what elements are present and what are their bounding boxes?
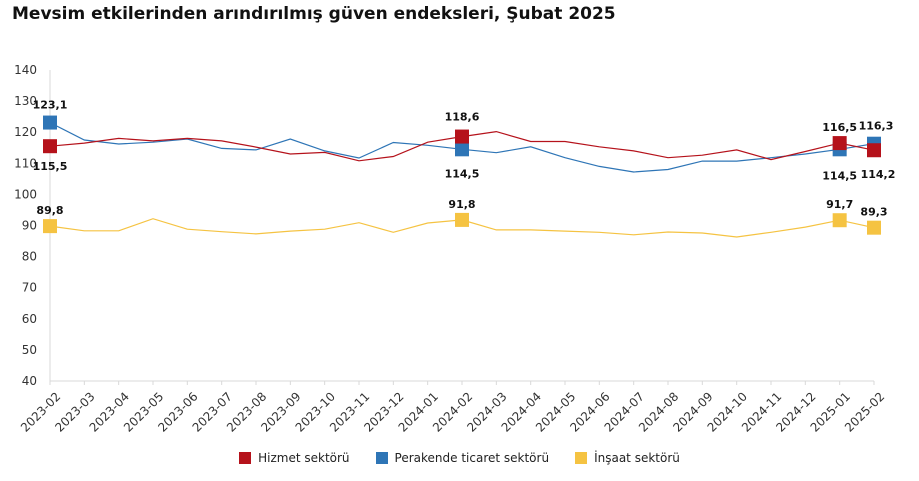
y-tick-label: 110	[14, 156, 37, 170]
y-tick-label: 70	[22, 281, 37, 295]
line-chart: 4050607080901001101201301402023-022023-0…	[14, 63, 896, 435]
y-tick-label: 80	[22, 250, 37, 264]
y-tick-label: 60	[22, 312, 37, 326]
series-marker-0	[43, 139, 57, 154]
legend-label-perakende: Perakende ticaret sektörü	[394, 451, 550, 465]
y-tick-label: 100	[14, 187, 37, 201]
legend-swatch-hizmet	[239, 452, 252, 464]
data-label: 89,8	[36, 204, 63, 217]
legend-item-insaat[interactable]: İnşaat sektörü	[575, 451, 680, 465]
data-label: 115,5	[33, 160, 68, 173]
data-label: 89,3	[860, 206, 887, 219]
series-marker-1	[43, 115, 57, 130]
y-tick-label: 50	[22, 343, 37, 357]
legend-item-perakende[interactable]: Perakende ticaret sektörü	[375, 451, 550, 465]
data-label: 116,3	[859, 120, 894, 133]
data-label: 114,5	[445, 167, 480, 180]
chart-legend: Hizmet sektörü Perakende ticaret sektörü…	[0, 451, 919, 465]
data-label: 118,6	[445, 111, 480, 124]
data-label: 123,1	[33, 99, 68, 112]
data-label: 114,2	[861, 168, 896, 181]
series-marker-0	[867, 143, 881, 158]
legend-swatch-insaat	[575, 452, 588, 464]
legend-label-hizmet: Hizmet sektörü	[258, 451, 350, 465]
y-tick-label: 140	[14, 63, 37, 77]
data-label: 91,7	[826, 198, 853, 211]
series-marker-0	[832, 136, 847, 151]
series-marker-2	[455, 212, 469, 227]
legend-item-hizmet[interactable]: Hizmet sektörü	[239, 451, 350, 465]
y-tick-label: 90	[22, 219, 37, 233]
series-marker-2	[43, 219, 57, 234]
series-marker-2	[867, 220, 881, 235]
series-marker-1	[455, 142, 469, 157]
data-label: 91,8	[448, 198, 475, 211]
series-marker-0	[455, 129, 469, 144]
legend-label-insaat: İnşaat sektörü	[594, 451, 680, 465]
y-tick-label: 40	[22, 374, 37, 388]
data-label: 116,5	[822, 121, 857, 134]
data-label: 114,5	[822, 169, 857, 182]
legend-swatch-perakende	[375, 452, 388, 464]
chart-title: Mevsim etkilerinden arındırılmış güven e…	[12, 4, 616, 24]
series-marker-2	[832, 213, 847, 228]
y-tick-label: 120	[14, 125, 37, 139]
y-tick-label: 130	[14, 94, 37, 108]
